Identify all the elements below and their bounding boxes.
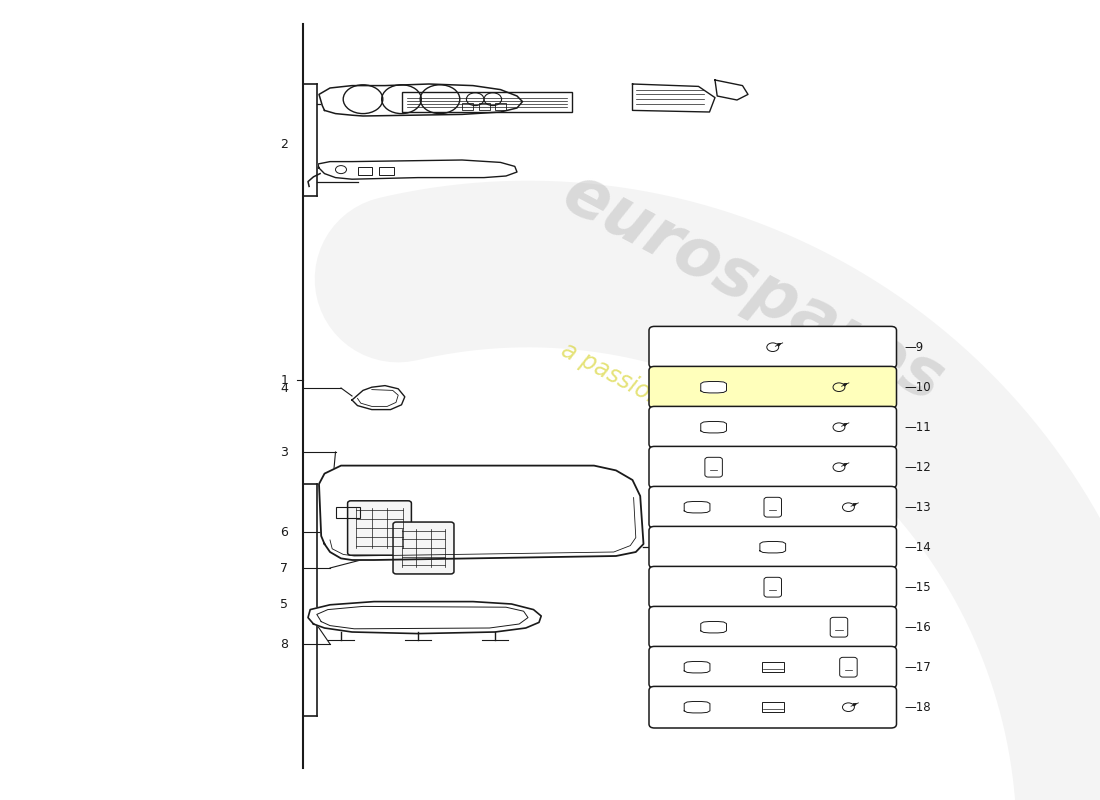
FancyBboxPatch shape — [705, 458, 723, 477]
FancyBboxPatch shape — [649, 486, 896, 528]
Bar — [336, 507, 360, 518]
FancyBboxPatch shape — [764, 498, 781, 517]
Polygon shape — [684, 662, 710, 673]
Polygon shape — [684, 502, 710, 513]
Polygon shape — [684, 702, 710, 713]
Text: —10: —10 — [904, 381, 931, 394]
Text: a passion for parts: a passion for parts — [557, 338, 763, 462]
Polygon shape — [319, 84, 522, 116]
Polygon shape — [319, 466, 644, 560]
Polygon shape — [308, 602, 541, 634]
Text: —13: —13 — [904, 501, 931, 514]
FancyBboxPatch shape — [649, 326, 896, 368]
Polygon shape — [701, 382, 726, 393]
FancyBboxPatch shape — [830, 618, 848, 637]
Text: —12: —12 — [904, 461, 931, 474]
Bar — [358, 167, 372, 175]
Text: 4: 4 — [280, 382, 288, 394]
Text: 6: 6 — [280, 526, 288, 538]
FancyBboxPatch shape — [649, 446, 896, 488]
Bar — [495, 103, 506, 110]
Text: —14: —14 — [904, 541, 931, 554]
Text: 5: 5 — [280, 598, 288, 610]
Polygon shape — [715, 80, 748, 100]
FancyBboxPatch shape — [649, 406, 896, 448]
Polygon shape — [318, 160, 517, 179]
Text: —15: —15 — [904, 581, 931, 594]
FancyBboxPatch shape — [649, 526, 896, 568]
FancyBboxPatch shape — [402, 92, 572, 112]
FancyBboxPatch shape — [649, 686, 896, 728]
Text: since 1985: since 1985 — [746, 455, 871, 537]
Text: —16: —16 — [904, 621, 931, 634]
FancyBboxPatch shape — [393, 522, 454, 574]
FancyBboxPatch shape — [764, 578, 781, 597]
Text: 8: 8 — [280, 638, 288, 650]
FancyBboxPatch shape — [649, 566, 896, 608]
Text: —17: —17 — [904, 661, 931, 674]
FancyBboxPatch shape — [348, 501, 411, 555]
FancyBboxPatch shape — [649, 646, 896, 688]
Text: 1: 1 — [280, 374, 288, 386]
Polygon shape — [701, 622, 726, 633]
Text: —11: —11 — [904, 421, 931, 434]
Text: —9: —9 — [904, 341, 923, 354]
FancyBboxPatch shape — [839, 658, 857, 677]
Text: 2: 2 — [280, 138, 288, 150]
Bar — [478, 103, 490, 110]
Polygon shape — [632, 84, 715, 112]
Polygon shape — [760, 542, 785, 553]
Polygon shape — [352, 386, 405, 410]
FancyBboxPatch shape — [649, 606, 896, 648]
Text: 7: 7 — [280, 562, 288, 574]
Text: —18: —18 — [904, 701, 931, 714]
Bar — [462, 103, 473, 110]
FancyBboxPatch shape — [761, 662, 783, 672]
Polygon shape — [701, 422, 726, 433]
Bar — [379, 167, 394, 175]
FancyBboxPatch shape — [761, 702, 783, 712]
FancyBboxPatch shape — [649, 366, 896, 408]
Text: 3: 3 — [280, 446, 288, 458]
Text: eurospares: eurospares — [552, 160, 955, 416]
